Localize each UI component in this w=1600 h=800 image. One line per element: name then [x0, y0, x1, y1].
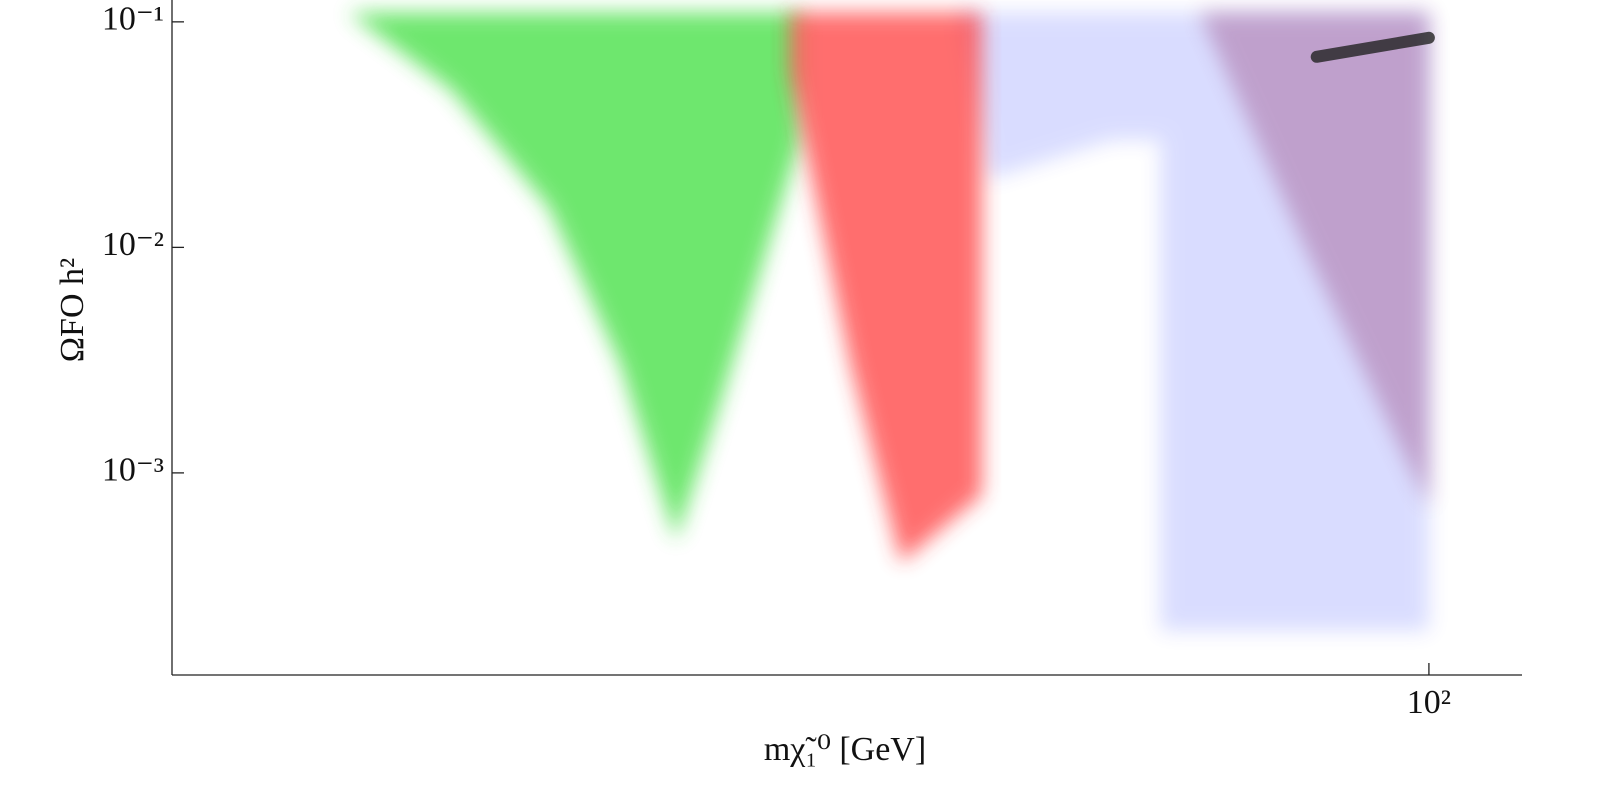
- plot-area: [348, 12, 1435, 631]
- y-axis-label: ΩFO h²: [54, 258, 91, 362]
- y-tick-label: 10⁻³: [102, 452, 164, 489]
- y-tick-label: 10⁻²: [102, 226, 164, 263]
- point-band: [1310, 31, 1435, 63]
- point-cloud: [789, 12, 982, 563]
- x-tick-label: 10²: [1407, 684, 1451, 721]
- y-tick-label: 10⁻¹: [102, 1, 164, 38]
- x-axis-label: mχ̃₁⁰ [GeV]: [764, 731, 926, 768]
- point-cloud: [348, 12, 801, 541]
- point-cloud: [1199, 12, 1429, 508]
